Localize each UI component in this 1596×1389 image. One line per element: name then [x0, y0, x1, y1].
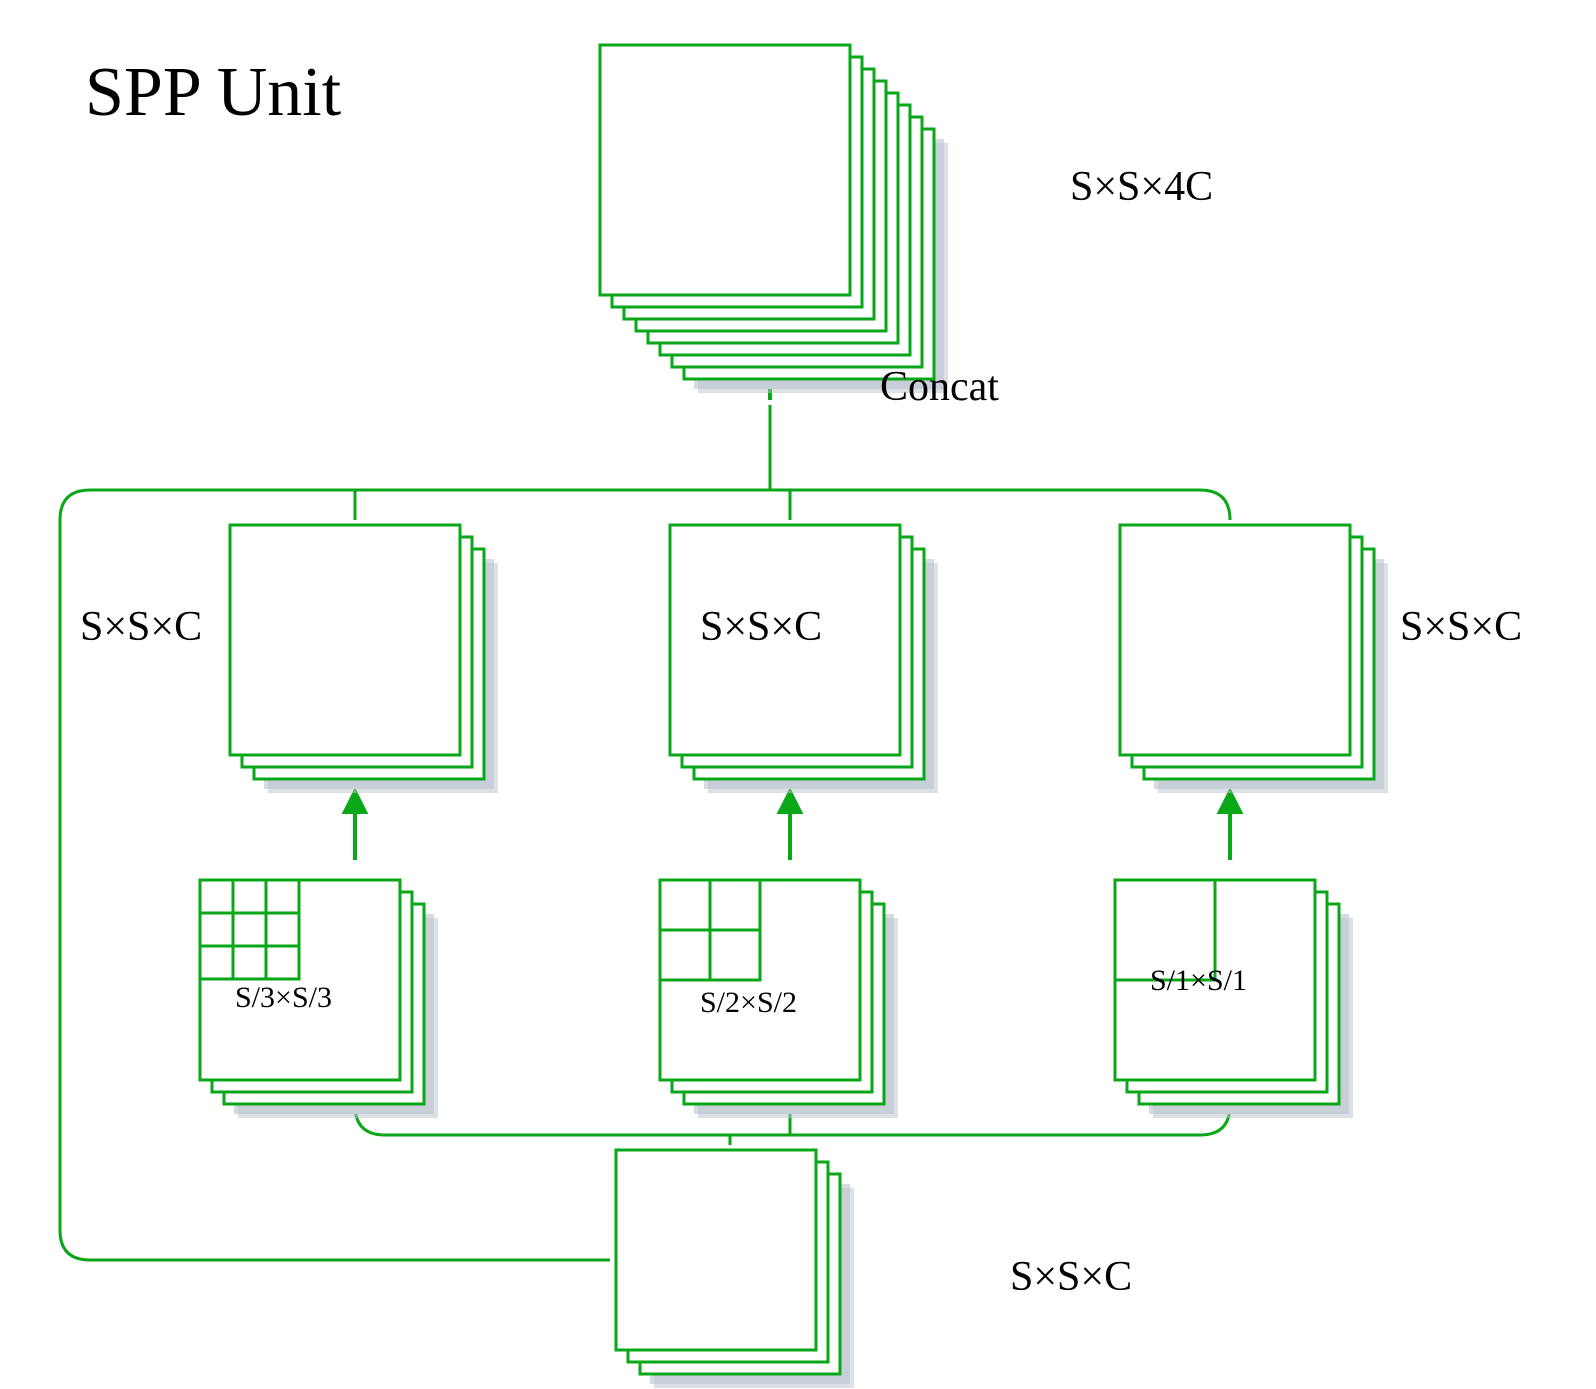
- svg-text:S/3×S/3: S/3×S/3: [235, 981, 332, 1014]
- svg-text:SPP Unit: SPP Unit: [85, 54, 342, 131]
- svg-text:Concat: Concat: [880, 364, 999, 410]
- svg-text:S×S×C: S×S×C: [1400, 604, 1522, 650]
- svg-text:S/1×S/1: S/1×S/1: [1150, 964, 1247, 997]
- svg-text:S×S×C: S×S×C: [700, 604, 822, 650]
- svg-text:S×S×C: S×S×C: [80, 604, 202, 650]
- svg-text:S×S×4C: S×S×4C: [1070, 164, 1213, 210]
- svg-text:S×S×C: S×S×C: [1010, 1254, 1132, 1300]
- svg-text:S/2×S/2: S/2×S/2: [700, 986, 797, 1019]
